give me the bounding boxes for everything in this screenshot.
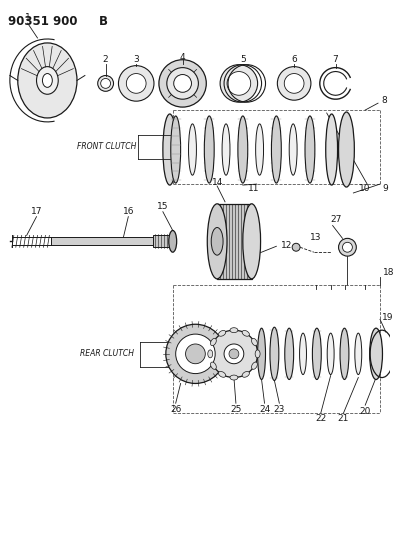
Circle shape — [220, 64, 258, 102]
Ellipse shape — [36, 67, 58, 94]
Text: 21: 21 — [338, 415, 349, 424]
Ellipse shape — [42, 74, 52, 87]
Circle shape — [277, 67, 311, 100]
Ellipse shape — [339, 112, 354, 187]
Ellipse shape — [242, 372, 249, 377]
Circle shape — [176, 334, 215, 374]
Ellipse shape — [326, 114, 338, 185]
Ellipse shape — [312, 328, 321, 379]
Ellipse shape — [188, 124, 196, 175]
Text: 22: 22 — [315, 415, 326, 424]
Text: 1: 1 — [25, 13, 30, 22]
Ellipse shape — [163, 114, 177, 185]
Ellipse shape — [230, 328, 238, 333]
Ellipse shape — [285, 328, 293, 379]
Text: 17: 17 — [31, 207, 42, 216]
Circle shape — [166, 324, 225, 383]
Circle shape — [284, 74, 304, 93]
Circle shape — [227, 71, 251, 95]
Ellipse shape — [207, 204, 227, 279]
Ellipse shape — [256, 124, 263, 175]
Circle shape — [167, 68, 198, 99]
Text: 14: 14 — [211, 177, 223, 187]
Circle shape — [186, 344, 205, 364]
Text: 26: 26 — [170, 405, 181, 414]
Ellipse shape — [271, 116, 281, 183]
Ellipse shape — [299, 333, 307, 375]
Ellipse shape — [252, 338, 258, 345]
Text: 8: 8 — [381, 96, 387, 104]
Ellipse shape — [204, 116, 214, 183]
Circle shape — [229, 349, 239, 359]
Ellipse shape — [218, 372, 226, 377]
Circle shape — [174, 75, 192, 92]
Ellipse shape — [327, 333, 334, 375]
Circle shape — [292, 243, 300, 251]
Bar — [51, 237, 173, 245]
Ellipse shape — [238, 116, 248, 183]
Ellipse shape — [355, 333, 362, 375]
Text: 27: 27 — [330, 215, 341, 224]
Text: 3: 3 — [134, 55, 139, 64]
Circle shape — [101, 78, 111, 88]
Text: B: B — [99, 15, 108, 28]
Text: FRONT CLUTCH: FRONT CLUTCH — [77, 142, 136, 151]
Circle shape — [339, 238, 356, 256]
Circle shape — [126, 74, 146, 93]
Ellipse shape — [252, 362, 258, 369]
Circle shape — [342, 243, 352, 252]
Text: 13: 13 — [310, 233, 322, 242]
Ellipse shape — [171, 116, 181, 183]
Text: 24: 24 — [259, 405, 270, 414]
Ellipse shape — [18, 43, 77, 118]
Ellipse shape — [255, 350, 260, 358]
Ellipse shape — [289, 124, 297, 175]
Text: 23: 23 — [274, 405, 285, 414]
Text: 20: 20 — [359, 407, 371, 416]
Circle shape — [98, 76, 113, 91]
Bar — [153, 236, 173, 247]
Text: 6: 6 — [291, 55, 297, 64]
Ellipse shape — [218, 330, 226, 336]
Ellipse shape — [208, 350, 213, 358]
Ellipse shape — [169, 230, 177, 252]
Ellipse shape — [230, 375, 238, 380]
Text: 16: 16 — [122, 207, 134, 216]
Text: 19: 19 — [382, 313, 393, 322]
Ellipse shape — [305, 116, 315, 183]
Text: 5: 5 — [240, 55, 246, 64]
Text: 10: 10 — [359, 183, 370, 192]
Ellipse shape — [242, 330, 249, 336]
Text: 90351 900: 90351 900 — [8, 15, 77, 28]
Ellipse shape — [211, 228, 223, 255]
Text: 11: 11 — [248, 183, 260, 192]
Ellipse shape — [270, 327, 279, 381]
Circle shape — [210, 330, 258, 377]
Ellipse shape — [370, 328, 382, 379]
Circle shape — [159, 60, 206, 107]
Ellipse shape — [211, 338, 216, 345]
Circle shape — [224, 344, 244, 364]
Text: 7: 7 — [333, 55, 339, 64]
Ellipse shape — [222, 124, 230, 175]
Text: 9: 9 — [382, 183, 388, 192]
Ellipse shape — [243, 204, 261, 279]
Text: 4: 4 — [180, 53, 185, 62]
Text: REAR CLUTCH: REAR CLUTCH — [80, 349, 134, 358]
Ellipse shape — [211, 362, 216, 369]
Text: 2: 2 — [103, 55, 108, 64]
Bar — [217, 204, 252, 279]
Circle shape — [118, 66, 154, 101]
Text: 25: 25 — [230, 405, 242, 414]
Text: 12: 12 — [281, 241, 293, 250]
Ellipse shape — [340, 328, 349, 379]
Ellipse shape — [258, 328, 265, 379]
Text: 15: 15 — [157, 203, 169, 211]
Text: 18: 18 — [383, 269, 395, 277]
